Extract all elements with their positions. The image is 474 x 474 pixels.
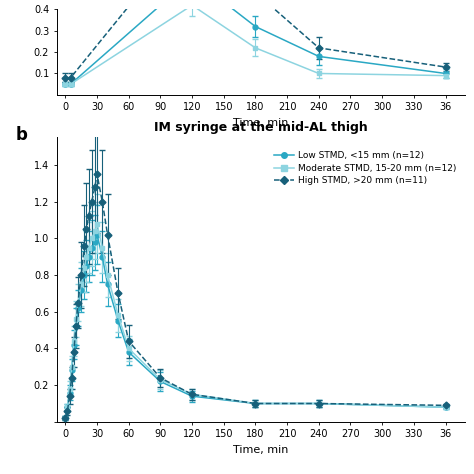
Text: b: b xyxy=(16,126,28,144)
Title: IM syringe at the mid-AL thigh: IM syringe at the mid-AL thigh xyxy=(154,120,367,134)
X-axis label: Time, min: Time, min xyxy=(233,118,288,128)
Legend: Low STMD, <15 mm (n=12), Moderate STMD, 15-20 mm (n=12), High STMD, >20 mm (n=11: Low STMD, <15 mm (n=12), Moderate STMD, … xyxy=(270,148,460,189)
X-axis label: Time, min: Time, min xyxy=(233,445,288,455)
